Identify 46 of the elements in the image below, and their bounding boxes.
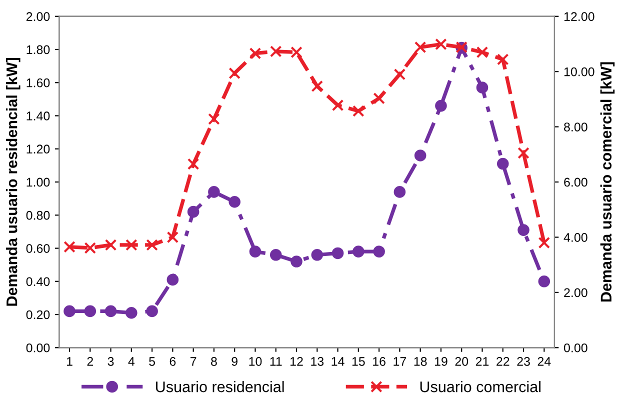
x-tick-label: 9 <box>232 357 238 366</box>
x-tick-label: 19 <box>434 357 448 366</box>
y-tick-label: 0.00 <box>26 343 50 352</box>
y-axis-title: Demanda usuario residencial [kW] <box>6 58 20 306</box>
x-tick-label: 17 <box>394 357 406 366</box>
x-tick-label: 20 <box>455 357 468 366</box>
y2-tick-label: 8.00 <box>564 122 588 132</box>
y-tick-label: 1.60 <box>26 78 50 88</box>
x-tick-label: 3 <box>108 357 114 366</box>
legend-label: Usuario comercial <box>420 381 540 392</box>
y2-tick-label: 0.00 <box>564 343 588 352</box>
x-tick-label: 14 <box>332 357 344 366</box>
y2-tick-label: 4.00 <box>564 233 588 242</box>
y2-tick-label: 6.00 <box>564 178 588 187</box>
x-tick-label: 11 <box>270 357 282 366</box>
x-tick-label: 22 <box>496 357 510 366</box>
x-tick-label: 8 <box>211 357 217 366</box>
x-tick-label: 6 <box>170 357 176 366</box>
y2-axis-title: Demanda usuario comercial [kW] <box>600 62 615 302</box>
x-tick-label: 10 <box>249 357 262 366</box>
x-tick-label: 13 <box>311 357 324 366</box>
y-tick-label: 1.40 <box>26 112 50 120</box>
x-tick-label: 18 <box>414 357 427 366</box>
y-tick-label: 0.60 <box>26 244 50 253</box>
x-tick-label: 2 <box>87 357 93 366</box>
x-tick-label: 4 <box>128 357 135 366</box>
x-tick-label: 21 <box>476 357 489 366</box>
y-tick-label: 1.80 <box>26 45 50 54</box>
y-tick-label: 2.00 <box>26 12 50 22</box>
y-tick-label: 1.00 <box>26 178 50 187</box>
y2-tick-label: 2.00 <box>564 288 588 298</box>
x-tick-label: 12 <box>290 357 303 366</box>
x-tick-label: 7 <box>190 357 196 366</box>
y2-tick-label: 10.00 <box>564 67 594 76</box>
y-tick-label: 1.20 <box>26 144 50 154</box>
x-tick-label: 16 <box>373 357 386 366</box>
x-tick-label: 5 <box>149 357 156 366</box>
x-tick-label: 1 <box>66 357 72 366</box>
x-tick-label: 23 <box>517 357 530 366</box>
y2-tick-label: 12.00 <box>564 12 594 22</box>
y-tick-label: 0.20 <box>26 310 50 320</box>
y-tick-label: 0.40 <box>26 277 50 286</box>
y-tick-label: 0.80 <box>26 210 50 220</box>
legend-label: Usuario residencial <box>156 381 284 392</box>
x-tick-label: 24 <box>538 357 551 366</box>
x-tick-label: 15 <box>352 357 365 366</box>
